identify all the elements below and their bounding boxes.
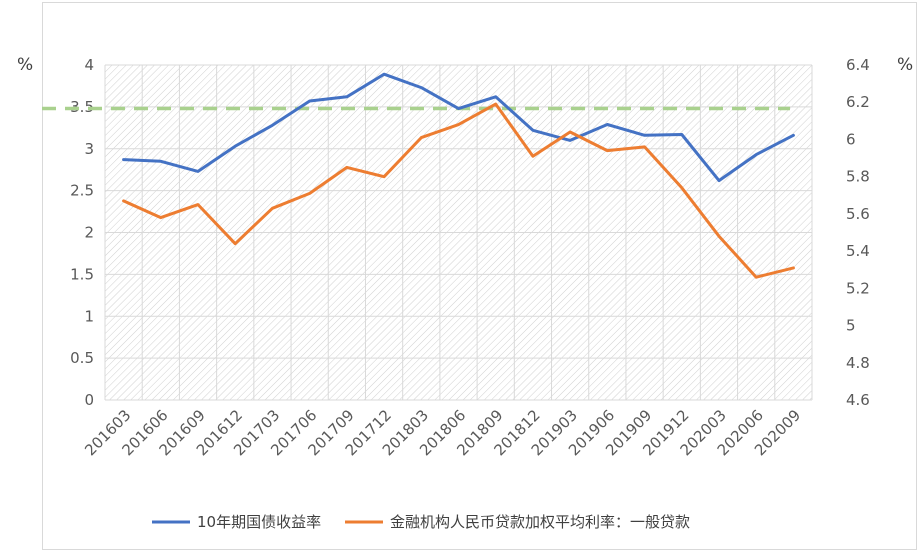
left-axis-tick-label: 4 <box>84 56 94 74</box>
right-axis-tick-label: 5.4 <box>846 242 870 260</box>
left-axis-tick-label: 1.5 <box>70 265 94 283</box>
right-axis-tick-label: 4.8 <box>846 354 870 372</box>
legend: 10年期国债收益率 金融机构人民币贷款加权平均利率：一般贷款 <box>152 513 690 531</box>
left-axis-tick-label: 1 <box>84 307 94 325</box>
series-lines <box>122 72 795 279</box>
left-axis-ticks: 0 0.5 1 1.5 2 2.5 3 3.5 4 <box>70 56 94 409</box>
right-axis-tick-label: 4.6 <box>846 391 870 409</box>
series-line-1 <box>122 72 795 183</box>
left-axis-tick-label: 2.5 <box>70 182 94 200</box>
left-axis-tick-label: 0 <box>84 391 94 409</box>
right-axis-tick-label: 5 <box>846 317 856 335</box>
x-axis-ticks: 2016032016062016092016122017032017062017… <box>81 406 804 459</box>
right-axis-tick-label: 6.2 <box>846 93 870 111</box>
left-axis-tick-label: 3.5 <box>70 98 94 116</box>
left-axis-tick-label: 0.5 <box>70 349 94 367</box>
legend-label-series-2: 金融机构人民币贷款加权平均利率：一般贷款 <box>390 513 690 531</box>
right-axis-unit: % <box>897 55 913 75</box>
chart-frame <box>42 2 917 550</box>
right-axis-tick-label: 5.8 <box>846 168 870 186</box>
left-axis-tick-label: 2 <box>84 224 94 242</box>
right-axis-tick-label: 5.2 <box>846 279 870 297</box>
right-axis-tick-label: 6.4 <box>846 56 870 74</box>
legend-label-series-1: 10年期国债收益率 <box>197 513 321 531</box>
right-axis-tick-label: 6 <box>846 130 856 148</box>
left-axis-unit: % <box>17 55 33 75</box>
right-axis-ticks: 4.6 4.8 5 5.2 5.4 5.6 5.8 6 6.2 6.4 <box>846 56 870 409</box>
right-axis-tick-label: 5.6 <box>846 205 870 223</box>
series-line-2 <box>122 102 795 279</box>
left-axis-tick-label: 3 <box>84 140 94 158</box>
